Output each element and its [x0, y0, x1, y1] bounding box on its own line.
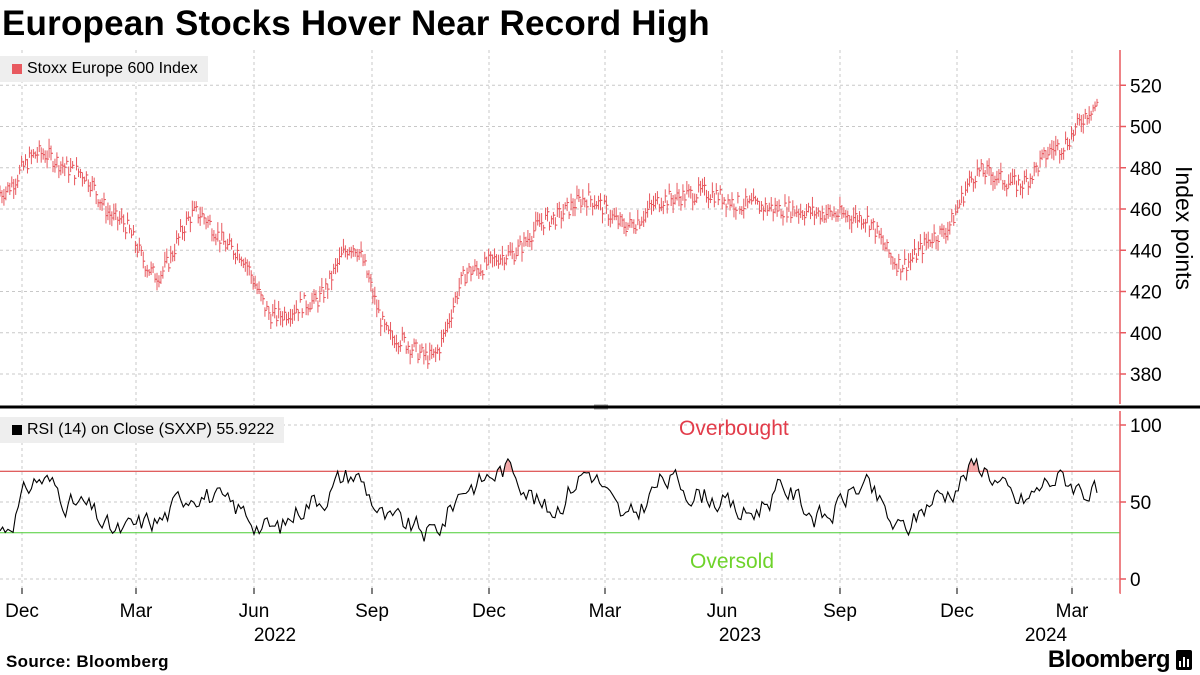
- bloomberg-terminal-icon: [1176, 650, 1192, 670]
- price-ytick-label-4: 440: [1130, 241, 1162, 262]
- price-ytick-label-3: 460: [1130, 200, 1162, 221]
- brand-text: Bloomberg: [1047, 646, 1171, 673]
- price-ytick-label-1: 500: [1130, 118, 1162, 139]
- rsi-line: [0, 457, 1098, 542]
- price-ytick-label-0: 520: [1130, 76, 1162, 97]
- price-y-axis-title: Index points: [1171, 166, 1197, 290]
- x-month-label-9: Mar: [1056, 601, 1089, 622]
- rsi-legend-swatch: [12, 425, 22, 435]
- rsi-ytick-label-2: 0: [1130, 570, 1141, 591]
- x-month-label-6: Jun: [707, 601, 738, 622]
- x-month-label-5: Mar: [589, 601, 622, 622]
- price-ytick-label-2: 480: [1130, 159, 1162, 180]
- rsi-ytick-label-1: 50: [1130, 493, 1151, 514]
- price-legend: Stoxx Europe 600 Index: [0, 56, 208, 82]
- rsi-legend-label: RSI (14) on Close (SXXP) 55.9222: [27, 421, 275, 438]
- x-month-label-8: Dec: [940, 601, 974, 622]
- overbought-label: Overbought: [679, 417, 789, 440]
- overbought-fill-6: [505, 458, 508, 472]
- x-month-label-0: Dec: [5, 601, 39, 622]
- x-month-label-2: Jun: [239, 601, 270, 622]
- price-ytick-label-6: 400: [1130, 324, 1162, 345]
- x-month-label-7: Sep: [823, 601, 857, 622]
- chart-title: European Stocks Hover Near Record High: [2, 4, 710, 43]
- price-legend-swatch: [12, 64, 22, 74]
- source-note: Source: Bloomberg: [6, 652, 169, 671]
- x-month-label-4: Dec: [472, 601, 506, 622]
- rsi-legend: RSI (14) on Close (SXXP) 55.9222: [0, 417, 285, 443]
- overbought-fill-13: [971, 458, 974, 472]
- price-ytick-label-7: 380: [1130, 365, 1162, 386]
- oversold-label: Oversold: [690, 550, 775, 573]
- x-month-label-3: Sep: [355, 601, 389, 622]
- price-legend-label: Stoxx Europe 600 Index: [27, 60, 198, 77]
- gridlines: [0, 50, 1120, 594]
- x-year-label-1: 2023: [719, 625, 761, 646]
- overbought-fill-14: [973, 459, 977, 472]
- overbought-fill-12: [968, 458, 972, 472]
- rsi-ytick-label-0: 100: [1130, 416, 1162, 437]
- price-ytick-label-5: 420: [1130, 283, 1162, 304]
- x-year-label-0: 2022: [254, 625, 296, 646]
- x-year-label-2: 2024: [1025, 625, 1068, 646]
- x-month-label-1: Mar: [120, 601, 153, 622]
- rsi-series: [0, 457, 1120, 542]
- axes: [0, 50, 1200, 595]
- price-series: [0, 98, 1099, 369]
- bloomberg-logo: Bloomberg: [1048, 646, 1192, 674]
